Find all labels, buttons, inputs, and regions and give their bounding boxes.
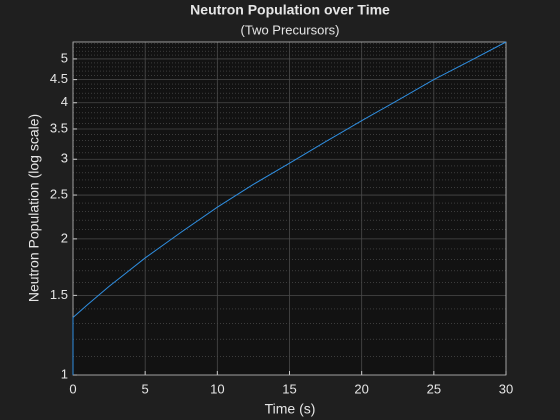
x-tick-label: 15	[282, 381, 296, 396]
y-tick-label: 1	[61, 366, 68, 381]
x-tick-label: 25	[427, 381, 441, 396]
y-tick-label: 4.5	[50, 71, 68, 86]
y-tick-label: 5	[61, 50, 68, 65]
data-line	[72, 41, 507, 375]
x-tick-label: 20	[354, 381, 368, 396]
y-tick-label: 3.5	[50, 120, 68, 135]
axes-box	[72, 41, 507, 376]
y-tick-label: 4	[61, 94, 68, 109]
y-tick-label: 1.5	[50, 287, 68, 302]
x-tick-label: 10	[210, 381, 224, 396]
chart-subtitle: (Two Precursors)	[241, 22, 340, 37]
y-axis-label: Neutron Population (log scale)	[26, 114, 42, 302]
x-tick-label: 30	[499, 381, 513, 396]
y-tick-label: 2.5	[50, 186, 68, 201]
x-tick-label: 0	[69, 381, 76, 396]
x-axis-label: Time (s)	[265, 401, 316, 417]
y-tick-label: 3	[61, 151, 68, 166]
chart-title: Neutron Population over Time	[190, 2, 390, 18]
x-tick-label: 5	[142, 381, 149, 396]
y-tick-label: 2	[61, 230, 68, 245]
